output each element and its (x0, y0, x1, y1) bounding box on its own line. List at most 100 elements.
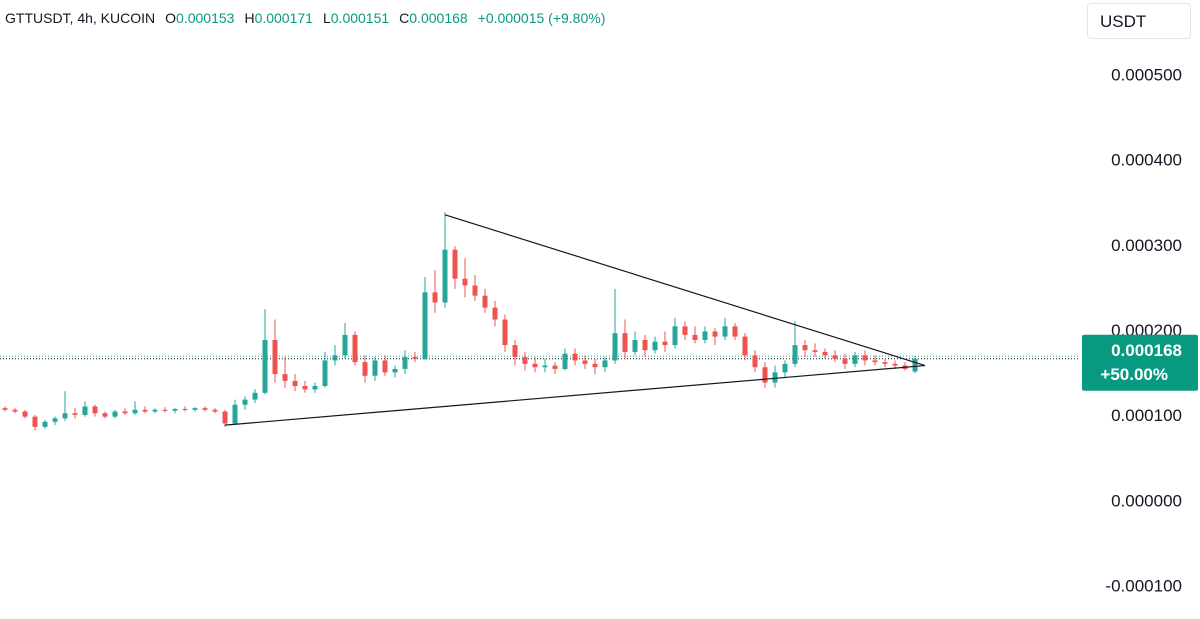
candle-body (272, 339, 278, 375)
symbol-title: GTTUSDT, 4h, KUCOIN (5, 10, 156, 26)
candle-body (582, 360, 588, 364)
candle-body (812, 350, 818, 352)
candle-body (872, 360, 878, 363)
candle-body (192, 408, 198, 410)
candle-body (242, 399, 248, 405)
candle-body (832, 355, 838, 359)
change-label: +0.000015 (+9.80%) (477, 10, 606, 26)
candle-body (622, 333, 628, 352)
candle-body (632, 339, 638, 352)
candle-body (302, 385, 308, 390)
candle-body (822, 351, 828, 356)
candle-body (172, 408, 178, 411)
candle-body (382, 360, 388, 373)
candle-body (542, 365, 548, 368)
candle-body (492, 307, 498, 320)
candle-body (352, 334, 358, 363)
y-tick-label: 0.000100 (1111, 406, 1182, 425)
candle-body (852, 355, 858, 364)
candle-body (212, 409, 218, 412)
candle-body (312, 385, 318, 390)
candle-body (482, 295, 488, 308)
candle-body (372, 360, 378, 376)
candle-body (82, 406, 88, 415)
candle-body (92, 406, 98, 414)
candle-body (432, 292, 438, 303)
candle-body (202, 408, 208, 410)
candle-body (132, 409, 138, 414)
candle-body (502, 319, 508, 346)
candle-body (672, 326, 678, 346)
y-tick-label: -0.000100 (1105, 576, 1182, 595)
candle-body (422, 292, 428, 359)
candle-body (732, 326, 738, 337)
price-tag-change: +50.00% (1100, 365, 1168, 384)
y-tick-label: 0.000300 (1111, 236, 1182, 255)
candle-body (692, 334, 698, 340)
candle-body (442, 249, 448, 303)
trend-line (224, 364, 926, 426)
legend-label: C (399, 10, 410, 26)
candle-body (42, 421, 48, 427)
price-tag (1082, 334, 1198, 391)
candle-body (562, 353, 568, 369)
candle-body (112, 411, 118, 417)
candle-body (462, 278, 468, 286)
legend-value: 0.000168 (409, 10, 468, 26)
candle-body (162, 409, 168, 411)
candle-body (912, 358, 918, 372)
candle-body (62, 413, 68, 419)
candle-body (792, 345, 798, 364)
candle-body (552, 365, 558, 369)
candle-body (182, 408, 188, 410)
candle-body (642, 339, 648, 351)
candle-body (292, 380, 298, 386)
legend-label: H (244, 10, 255, 26)
candle-body (122, 411, 128, 414)
candle-body (752, 355, 758, 368)
candle-body (882, 362, 888, 364)
candle-body (762, 367, 768, 383)
candle-body (412, 357, 418, 359)
candle-body (2, 408, 8, 410)
y-tick-label: 0.000000 (1111, 491, 1182, 510)
y-tick-label: 0.000500 (1111, 65, 1182, 84)
candle-body (472, 285, 478, 296)
currency-button[interactable]: USDT (1087, 3, 1191, 39)
candle-body (782, 363, 788, 373)
y-tick-label: 0.000400 (1111, 151, 1182, 170)
candle-body (142, 409, 148, 412)
candle-body (152, 409, 158, 412)
candle-body (532, 363, 538, 368)
legend-value: 0.000171 (254, 10, 313, 26)
candle-body (572, 353, 578, 361)
ohlc-legend: GTTUSDT, 4h, KUCOIN O0.000153 H0.000171 L0.… (5, 10, 615, 26)
candle-body (702, 331, 708, 340)
candle-body (522, 357, 528, 364)
candle-body (802, 345, 808, 351)
legend-value: 0.000151 (330, 10, 390, 26)
candle-body (222, 411, 228, 424)
candle-body (892, 363, 898, 366)
candle-body (402, 357, 408, 369)
candle-body (322, 360, 328, 386)
candle-body (342, 334, 348, 356)
legend-value: 0.000153 (176, 10, 235, 26)
candle-body (722, 326, 728, 337)
candle-body (682, 326, 688, 335)
candle-body (72, 413, 78, 415)
candle-body (232, 404, 238, 424)
candle-body (262, 339, 268, 393)
candle-body (22, 411, 28, 417)
candle-body (252, 392, 258, 400)
candle-body (452, 249, 458, 279)
legend-label: L (322, 10, 331, 26)
candle-body (602, 360, 608, 368)
price-tag-value: 0.000168 (1111, 341, 1182, 360)
candle-body (612, 333, 618, 361)
candle-body (282, 374, 288, 381)
candle-body (652, 341, 658, 351)
legend-label: O (165, 10, 177, 26)
